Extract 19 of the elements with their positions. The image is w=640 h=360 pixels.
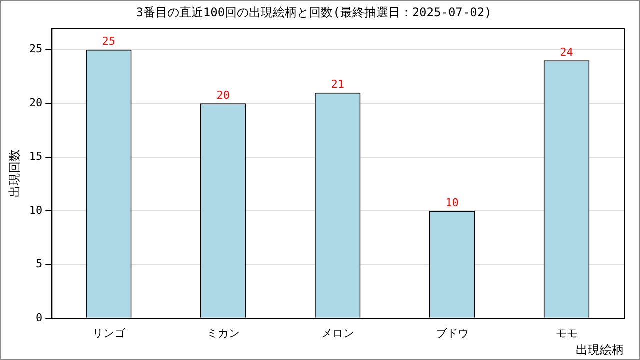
- y-tick-label: 15: [29, 150, 43, 164]
- x-tick-label: ブドウ: [436, 326, 469, 340]
- x-tick-label: リンゴ: [92, 326, 126, 340]
- y-tick-label: 10: [29, 204, 43, 217]
- y-axis-title: 出現回数: [7, 149, 22, 198]
- data-label: 21: [331, 78, 344, 92]
- x-tick-label: メロン: [321, 326, 354, 340]
- data-label: 10: [446, 196, 459, 210]
- y-tick-label: 25: [29, 42, 43, 56]
- x-tick-label: モモ: [556, 326, 578, 340]
- data-label: 24: [560, 46, 574, 59]
- data-label: 20: [216, 88, 230, 102]
- x-axis-title: 出現絵柄: [576, 342, 624, 357]
- y-tick-label: 0: [36, 311, 43, 324]
- data-label: 25: [102, 35, 116, 48]
- y-tick-label: 20: [29, 96, 43, 110]
- x-tick-label: ミカン: [206, 326, 240, 340]
- y-tick-label: 5: [36, 258, 43, 271]
- chart-title: 3番目の直近100回の出現絵柄と回数(最終抽選日：2025-07-02): [136, 5, 492, 20]
